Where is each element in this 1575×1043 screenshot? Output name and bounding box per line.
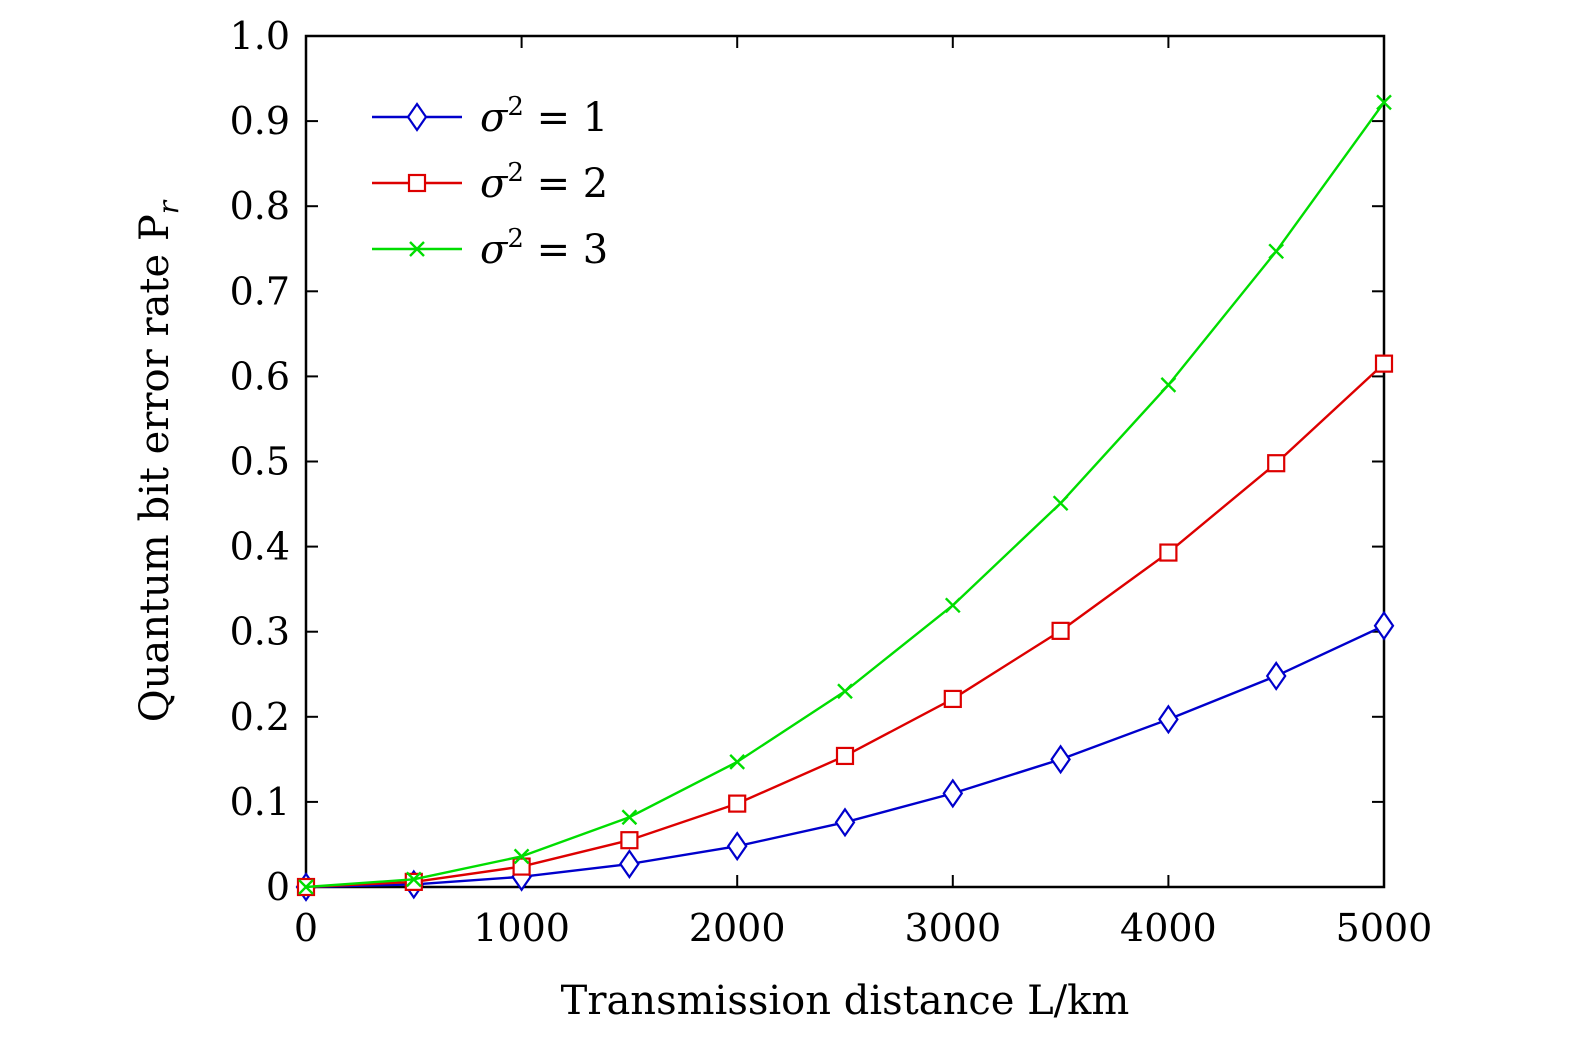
x-tick-label: 3000 — [904, 906, 1001, 950]
data-point — [837, 683, 853, 700]
x-axis-label: Transmission distance L/km — [561, 978, 1130, 1024]
data-point — [835, 746, 855, 766]
data-point — [1268, 243, 1285, 260]
y-tick-label: 0.1 — [230, 780, 290, 824]
data-point — [621, 809, 638, 826]
y-tick-label: 0.8 — [230, 184, 290, 228]
data-point — [1052, 495, 1069, 512]
y-tick-label: 0.2 — [230, 695, 290, 739]
y-tick-label: 0.3 — [230, 610, 290, 654]
data-point — [1159, 543, 1178, 562]
data-point — [404, 872, 423, 891]
data-point — [942, 778, 964, 809]
series-3 — [298, 94, 1392, 895]
data-point — [944, 597, 961, 614]
x-tick-label: 4000 — [1120, 906, 1217, 950]
data-point — [513, 848, 530, 865]
legend: σ2 = 1 σ2 = 2 σ2 = 3 — [372, 92, 608, 273]
legend-marker — [409, 241, 425, 257]
x-tick-label: 0 — [294, 906, 318, 950]
y-tick-label: 1.0 — [230, 14, 290, 58]
data-point — [512, 857, 531, 876]
data-point — [729, 754, 746, 770]
y-tick-label: 0.6 — [230, 354, 290, 398]
data-point — [298, 879, 314, 895]
legend-entry-2: σ2 = 2 — [372, 158, 608, 207]
data-point — [1267, 454, 1286, 473]
legend-marker — [407, 173, 427, 193]
data-point — [1050, 744, 1071, 775]
data-point — [405, 871, 422, 888]
data-point — [1376, 94, 1392, 111]
y-tick-label: 0.5 — [230, 440, 290, 484]
x-tick-label: 1000 — [473, 906, 570, 950]
data-point — [726, 831, 748, 862]
y-tick-label: 0.9 — [230, 99, 290, 143]
data-point — [1051, 621, 1070, 640]
legend-label: σ2 = 1 — [480, 92, 608, 141]
data-point — [1374, 354, 1394, 373]
y-axis-label: Quantum bit error rate Pr — [132, 199, 185, 722]
data-point — [1265, 661, 1287, 691]
x-tick-label: 2000 — [689, 906, 786, 950]
y-tick-label: 0.4 — [230, 525, 290, 569]
data-point — [1160, 377, 1177, 393]
data-point — [1158, 704, 1179, 735]
y-tick-label: 0.7 — [230, 269, 290, 313]
legend-entry-3: σ2 = 3 — [372, 224, 608, 273]
legend-marker — [406, 102, 428, 132]
data-point — [834, 807, 856, 838]
series-line — [305, 101, 1385, 889]
data-point — [728, 794, 747, 813]
data-point — [1373, 610, 1395, 641]
data-point — [620, 831, 639, 850]
x-tick-label: 5000 — [1336, 906, 1433, 950]
legend-label: σ2 = 3 — [480, 224, 608, 273]
y-tick-label: 0 — [266, 865, 290, 909]
legend-entry-1: σ2 = 1 — [372, 92, 608, 141]
series-layer — [295, 94, 1395, 902]
data-point — [619, 849, 640, 879]
legend-label: σ2 = 2 — [480, 158, 608, 207]
data-point — [943, 689, 962, 709]
axis-ticks: 0 1000 2000 3000 4000 5000 0 0.1 0.2 0.3 0.4 0.5 0.6… — [230, 14, 1433, 950]
